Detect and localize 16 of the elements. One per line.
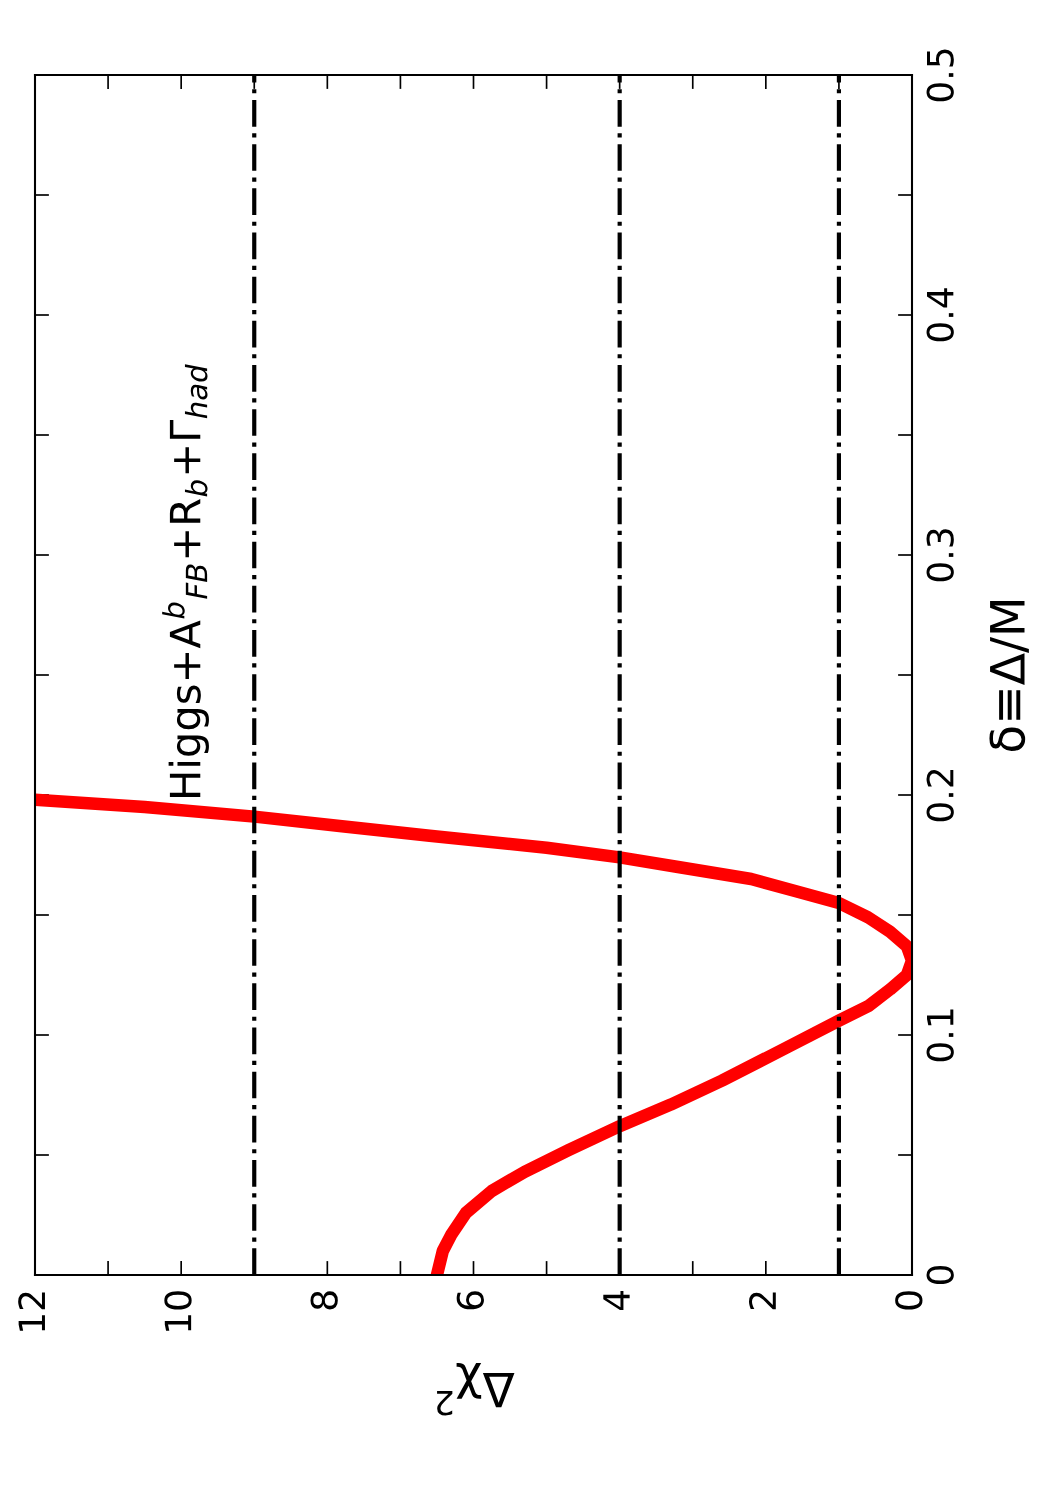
- x-tick-label: 8: [310, 1291, 338, 1310]
- y-tick-label: 0.4: [926, 288, 954, 342]
- y-axis-title: δ≡Δ/M: [989, 600, 1029, 752]
- x-tick-label: 0: [895, 1291, 923, 1310]
- x-tick-label: 2: [749, 1292, 776, 1310]
- y-tick-label: 0.1: [926, 1009, 954, 1062]
- x-tick-label: 10: [164, 1291, 192, 1331]
- x-axis-title: Δχ$^{2}$: [437, 1363, 515, 1416]
- annotation: Higgs+A$^{b}$$_{FB}$+R$_{b}$+Γ$_{had}$: [162, 364, 209, 797]
- y-tick-label: 0.5: [926, 49, 954, 102]
- y-tick-label: 0.3: [926, 529, 954, 582]
- y-tick-label: 0.2: [926, 769, 954, 822]
- x-tick-label: 6: [456, 1291, 484, 1310]
- x-tick-label: 4: [603, 1290, 630, 1311]
- y-tick-label: 0: [926, 1265, 954, 1285]
- x-tick-label: 12: [18, 1292, 45, 1331]
